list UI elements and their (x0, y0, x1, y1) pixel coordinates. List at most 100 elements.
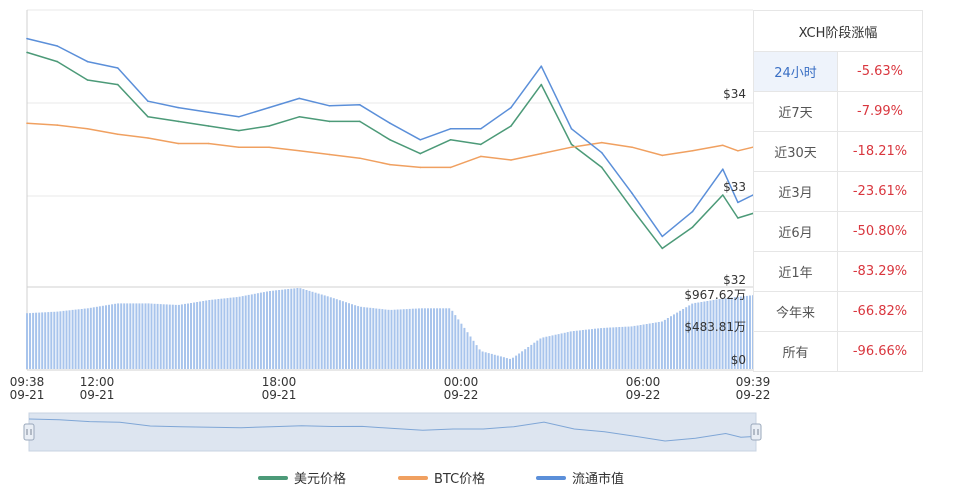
series-point (86, 128, 89, 130)
volume-bar (338, 300, 341, 369)
series-point (177, 106, 180, 109)
range-handle-right[interactable] (750, 423, 762, 441)
series-line-usd-price (26, 51, 754, 250)
volume-bar (509, 358, 511, 369)
stage-row[interactable]: 所有 -96.66% (753, 331, 923, 372)
series-lines (26, 37, 754, 250)
volume-bar (545, 336, 548, 369)
series-point (389, 163, 391, 166)
series-point (570, 146, 573, 148)
series-point (722, 194, 724, 196)
volume-bar (144, 303, 147, 369)
volume-bar (402, 309, 405, 369)
series-point (238, 146, 240, 148)
legend-item-btc-price[interactable]: BTC价格 (398, 468, 485, 487)
volume-bar (120, 303, 123, 369)
volume-bar (305, 290, 308, 369)
volume-bar (284, 289, 287, 369)
stage-row[interactable]: 近6月 -50.80% (753, 211, 923, 252)
series-line-btc-price (26, 122, 754, 169)
stage-row[interactable]: 近1年 -83.29% (753, 251, 923, 292)
range-handle-left[interactable] (23, 423, 35, 441)
legend-label: 流通市值 (572, 472, 625, 487)
volume-bar (126, 303, 129, 369)
volume-bar (439, 308, 442, 369)
range-slider-track[interactable] (28, 412, 757, 452)
volume-bar (566, 332, 569, 369)
series-point (268, 106, 270, 109)
y-tick-label: $34 (723, 87, 746, 101)
volume-bar (180, 304, 183, 369)
volume-bar (351, 304, 353, 369)
stage-period[interactable]: 今年来 (753, 291, 838, 332)
stage-row[interactable]: 近7天 -7.99% (753, 91, 923, 132)
series-point (661, 154, 664, 157)
stage-row[interactable]: 近3月 -23.61% (753, 171, 923, 212)
volume-bar (77, 309, 80, 369)
x-axis-ticks: 09:38 09-21 12:00 09-21 18:00 09-21 00:0… (10, 375, 771, 402)
legend-item-market-cap[interactable]: 流通市值 (536, 468, 624, 487)
series-point (56, 124, 59, 126)
volume-bar (733, 297, 736, 369)
volume-bar (247, 294, 250, 369)
series-point (207, 142, 210, 145)
series-point (510, 125, 512, 127)
series-point (238, 116, 240, 118)
series-point (177, 120, 180, 123)
volume-bar (642, 324, 645, 369)
series-point (570, 128, 573, 130)
series-point (56, 45, 59, 47)
volume-bar (174, 304, 177, 369)
series-point (117, 67, 119, 69)
volume-bar (554, 334, 557, 369)
stage-row[interactable]: 今年来 -66.82% (753, 291, 923, 332)
stage-period[interactable]: 近30天 (753, 131, 838, 172)
stage-table-title: XCH阶段涨幅 (753, 10, 923, 52)
volume-bar (663, 319, 666, 369)
series-point (86, 79, 89, 81)
x-tick-time: 18:00 (262, 375, 297, 389)
volume-bar (256, 293, 259, 369)
stage-period[interactable]: 24小时 (753, 51, 838, 92)
volume-bar (80, 309, 83, 369)
volume-bar (627, 326, 630, 369)
volume-bar (606, 327, 609, 369)
legend-swatch (536, 475, 566, 480)
volume-bar (436, 308, 439, 369)
series-point (419, 139, 422, 141)
legend-item-usd-price[interactable]: 美元价格 (258, 468, 346, 487)
volume-bar (612, 327, 615, 369)
volume-bar (703, 301, 706, 369)
volume-bar (196, 302, 199, 369)
volume-bar (68, 310, 71, 369)
volume-bar (348, 303, 350, 369)
volume-bar (411, 308, 414, 369)
stage-period[interactable]: 近1年 (753, 251, 838, 292)
volume-bar (581, 330, 584, 369)
volume-bar (217, 299, 220, 369)
volume-bar (706, 301, 709, 369)
volume-bar (105, 305, 107, 369)
stage-period[interactable]: 近6月 (753, 211, 838, 252)
series-point (540, 65, 543, 67)
range-slider[interactable] (23, 412, 762, 452)
y-tick-label: $33 (723, 180, 746, 194)
series-point (26, 37, 28, 40)
volume-bar (490, 353, 493, 369)
stage-row[interactable]: 近30天 -18.21% (753, 131, 923, 172)
stage-row[interactable]: 24小时 -5.63% (753, 51, 923, 92)
volume-bar (323, 295, 326, 369)
volume-bar (220, 298, 223, 369)
x-tick-time: 09:39 (736, 375, 771, 389)
volume-bar (366, 307, 369, 369)
volume-bar (548, 336, 551, 369)
volume-bar (648, 323, 651, 369)
series-point (540, 83, 543, 86)
volume-bar (95, 306, 98, 369)
stage-period[interactable]: 所有 (753, 331, 838, 372)
volume-bar (114, 303, 117, 369)
stage-period[interactable]: 近3月 (753, 171, 838, 212)
stage-period[interactable]: 近7天 (753, 91, 838, 132)
series-point (691, 150, 694, 152)
volume-bar (375, 308, 378, 369)
